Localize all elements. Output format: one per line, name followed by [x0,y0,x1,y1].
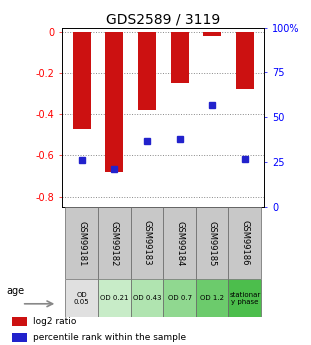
Text: age: age [6,286,24,296]
Bar [163,279,196,317]
Text: OD 0.21: OD 0.21 [100,295,129,302]
Bar [229,207,261,279]
Text: stationar
y phase: stationar y phase [229,292,260,305]
Bar [12,333,27,342]
Text: log2 ratio: log2 ratio [33,317,77,326]
Bar [131,279,163,317]
Bar [203,32,221,36]
Bar [236,32,254,89]
Bar [65,279,98,317]
Text: OD 1.2: OD 1.2 [200,295,224,302]
Text: OD
0.05: OD 0.05 [74,292,90,305]
Text: OD 0.7: OD 0.7 [168,295,192,302]
Text: GSM99182: GSM99182 [110,220,119,266]
Bar [138,32,156,110]
Bar [65,207,98,279]
Bar [98,279,131,317]
Bar [196,207,229,279]
Text: percentile rank within the sample: percentile rank within the sample [33,333,186,342]
Text: GSM99186: GSM99186 [240,220,249,266]
Bar [196,279,229,317]
Text: GSM99185: GSM99185 [208,220,217,266]
Bar [229,279,261,317]
Title: GDS2589 / 3119: GDS2589 / 3119 [106,12,220,27]
Bar [73,32,91,129]
Text: GSM99181: GSM99181 [77,220,86,266]
Bar [163,207,196,279]
Bar [105,32,123,172]
Text: GSM99184: GSM99184 [175,220,184,266]
Bar [171,32,188,83]
Bar [131,207,163,279]
Bar [98,207,131,279]
Text: GSM99183: GSM99183 [142,220,151,266]
Text: OD 0.43: OD 0.43 [133,295,161,302]
Bar [12,317,27,326]
